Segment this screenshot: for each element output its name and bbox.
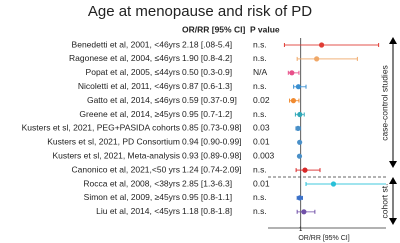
point-estimate bbox=[302, 167, 308, 173]
point-estimate bbox=[330, 181, 337, 187]
point-estimate bbox=[297, 111, 303, 118]
p-value: n.s. bbox=[253, 164, 267, 174]
x-axis-label: OR/RR [95% CI] bbox=[298, 235, 349, 242]
p-value: N/A bbox=[253, 67, 268, 77]
ci-text: 0.94 [0.90-0.99] bbox=[182, 137, 242, 147]
ci-text: 0.95 [0.7-1.2] bbox=[182, 109, 232, 119]
p-value: 0.02 bbox=[253, 95, 270, 105]
study-label: Nicoletti et al, 2011, <46yrs bbox=[78, 81, 180, 91]
p-value: 0.01 bbox=[253, 178, 270, 188]
column-header: OR/RR [95% CI] bbox=[182, 24, 245, 34]
x-tick-label: 1 bbox=[299, 227, 303, 233]
study-label: Canonico et al, 2021,<50 yrs bbox=[72, 164, 180, 174]
ci-text: 1.90 [0.8-4.2] bbox=[182, 53, 232, 63]
study-label: Kusters et sl, 2021, PEG+PASIDA cohorts bbox=[22, 123, 180, 133]
ci-text: 0.59 [0.37-0.9] bbox=[182, 95, 237, 105]
ci-text: 2.85 [1.3-6.3] bbox=[182, 178, 232, 188]
point-estimate bbox=[314, 56, 320, 62]
group-label: case-control studies bbox=[379, 65, 389, 141]
p-value: 0.003 bbox=[253, 150, 275, 160]
chart-title: Age at menopause and risk of PD bbox=[88, 3, 312, 20]
study-label: Liu et al, 2014, <45yrs bbox=[96, 206, 180, 216]
column-header: P value bbox=[250, 24, 280, 34]
ci-text: 0.50 [0.3-0.9] bbox=[182, 67, 232, 77]
ci-text: 0.95 [0.8-1.1] bbox=[182, 192, 232, 202]
point-estimate bbox=[295, 125, 301, 131]
ci-text: 2.18 [.08-5.4] bbox=[182, 39, 232, 49]
p-value: 0.01 bbox=[253, 137, 270, 147]
p-value: n.s. bbox=[253, 109, 267, 119]
p-value: n.s. bbox=[253, 53, 267, 63]
study-label: Greene et al, 2014, ≥45yrs bbox=[79, 109, 180, 119]
p-value: n.s. bbox=[253, 192, 267, 202]
study-label: Ragonese et al, 2004, ≤46yrs bbox=[69, 53, 180, 63]
p-value: n.s. bbox=[253, 206, 267, 216]
study-label: Rocca et al, 2008, <38yrs bbox=[83, 178, 180, 188]
point-estimate bbox=[297, 195, 303, 201]
p-value: n.s. bbox=[253, 39, 267, 49]
ci-text: 0.87 [0.6-1.3] bbox=[182, 81, 232, 91]
p-value: 0.03 bbox=[253, 123, 270, 133]
ci-text: 1.24 [0.74-2.09] bbox=[182, 164, 242, 174]
study-label: Kusters et sl, 2021, PD Consortium bbox=[47, 137, 180, 147]
point-estimate bbox=[289, 70, 295, 76]
study-label: Popat et al, 2005, ≤44yrs bbox=[86, 67, 180, 77]
point-estimate bbox=[295, 84, 302, 90]
plot-area bbox=[283, 42, 386, 215]
ci-text: 1.18 [0.8-1.8] bbox=[182, 206, 232, 216]
study-label: Benedetti et al, 2001, <46yrs bbox=[72, 39, 180, 49]
point-estimate bbox=[290, 98, 297, 104]
point-estimate bbox=[319, 42, 325, 48]
study-label: Kusters et sl, 2021, Meta-analysis bbox=[52, 150, 180, 160]
study-label: Simon et al, 2009, ≥45yrs bbox=[84, 192, 180, 202]
ci-text: 0.85 [0.73-0.98] bbox=[182, 123, 242, 133]
p-value: n.s. bbox=[253, 81, 267, 91]
point-estimate bbox=[301, 209, 307, 215]
ci-text: 0.93 [0.89-0.98] bbox=[182, 150, 242, 160]
point-estimate bbox=[297, 139, 303, 145]
point-estimate bbox=[296, 153, 303, 159]
group-label: cohort st. bbox=[379, 184, 389, 219]
study-label: Gatto et al, 2014, ≤46yrs bbox=[87, 95, 180, 105]
